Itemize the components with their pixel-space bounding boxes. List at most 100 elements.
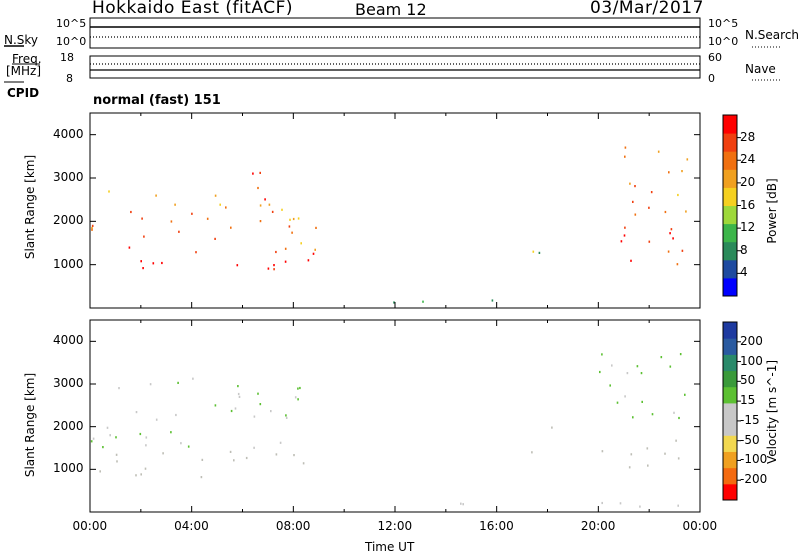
data-cell bbox=[230, 226, 232, 229]
data-cell bbox=[667, 250, 670, 253]
data-cell bbox=[225, 206, 227, 209]
data-cell bbox=[106, 426, 109, 429]
colorbar-frame bbox=[722, 321, 738, 501]
data-cell bbox=[91, 224, 94, 227]
freq-tick-high: 18 bbox=[60, 51, 74, 64]
data-cell bbox=[491, 299, 494, 302]
data-cell bbox=[648, 240, 651, 243]
data-cell bbox=[271, 210, 274, 213]
data-cell bbox=[620, 240, 623, 243]
noise-left-tick-high: 10^5 bbox=[56, 17, 87, 30]
data-cell bbox=[270, 410, 272, 413]
velocity-colorbar-label: Velocity [m s^-1] bbox=[765, 359, 779, 465]
data-cell bbox=[264, 198, 266, 201]
data-cell bbox=[115, 436, 117, 439]
data-cell bbox=[634, 213, 637, 216]
data-cell bbox=[532, 250, 535, 253]
data-cell bbox=[293, 454, 295, 457]
data-cell bbox=[679, 353, 682, 356]
colorbar-tick-label: 16 bbox=[740, 197, 756, 212]
colorbar-tick-label: 4 bbox=[740, 265, 748, 280]
colorbar-tick-label: 15 bbox=[740, 393, 756, 408]
data-cell bbox=[629, 182, 631, 185]
colorbar-segment bbox=[723, 386, 737, 404]
data-cell bbox=[144, 467, 147, 470]
panel-frame-0 bbox=[89, 112, 701, 309]
data-cell bbox=[180, 442, 182, 445]
data-cell bbox=[551, 426, 553, 429]
y-tick-label: 2000 bbox=[53, 418, 84, 433]
data-cell bbox=[192, 377, 194, 380]
data-cell bbox=[624, 395, 626, 398]
data-cell bbox=[315, 226, 317, 229]
data-cell bbox=[624, 146, 627, 149]
colorbar-tick-label: 50 bbox=[740, 373, 756, 388]
data-cell bbox=[233, 459, 235, 462]
data-cell bbox=[201, 458, 204, 461]
colorbar-segment bbox=[723, 205, 737, 225]
data-cell bbox=[118, 387, 120, 390]
data-cell bbox=[673, 411, 675, 414]
data-cell bbox=[462, 503, 464, 506]
data-cell bbox=[302, 462, 305, 465]
noise-sky-label: N.Sky bbox=[4, 33, 39, 47]
panel-frame-1 bbox=[89, 319, 701, 513]
x-tick-label: 04:00 bbox=[174, 519, 209, 533]
data-cell bbox=[109, 434, 111, 437]
data-cell bbox=[639, 505, 641, 508]
data-cell bbox=[170, 431, 172, 434]
data-cell bbox=[162, 452, 164, 455]
colorbar-tick-label: 100 bbox=[740, 353, 763, 368]
data-cell bbox=[245, 456, 248, 460]
data-cell bbox=[214, 404, 217, 407]
data-cell bbox=[611, 364, 613, 367]
data-cell bbox=[681, 170, 683, 173]
data-cell bbox=[139, 432, 142, 436]
data-cell bbox=[275, 453, 278, 456]
colorbar-segment bbox=[723, 187, 737, 206]
data-cell bbox=[668, 171, 670, 174]
data-cell bbox=[609, 384, 611, 387]
noise-right-tick-high: 10^5 bbox=[708, 17, 739, 30]
data-cell bbox=[145, 436, 148, 439]
data-cell bbox=[108, 190, 110, 193]
colorbar-tick-label: -200 bbox=[740, 472, 768, 487]
colorbar-tick-label: 28 bbox=[740, 129, 756, 144]
data-cell bbox=[236, 264, 239, 267]
colorbar-segment bbox=[723, 483, 737, 501]
data-cell bbox=[91, 226, 93, 230]
data-cell bbox=[630, 259, 632, 262]
velocity-colorbar bbox=[722, 321, 741, 501]
x-tick-label: 16:00 bbox=[479, 519, 514, 533]
data-cell bbox=[676, 263, 679, 266]
velocity-y-axis-label: Slant Range [km] bbox=[23, 372, 37, 478]
data-cell bbox=[91, 228, 93, 231]
colorbar-tick-label: 20 bbox=[740, 174, 756, 189]
data-cell bbox=[669, 365, 672, 368]
data-cell bbox=[140, 473, 142, 476]
power-colorbar-label: Power [dB] bbox=[765, 178, 779, 244]
data-cell bbox=[297, 398, 299, 401]
data-cell bbox=[677, 504, 679, 507]
colorbar-segment bbox=[723, 133, 737, 152]
x-tick-label: 00:00 bbox=[72, 519, 108, 533]
data-cell bbox=[624, 226, 626, 229]
colorbar-tick-label: -50 bbox=[740, 432, 760, 447]
power-y-axis-label: Slant Range [km] bbox=[23, 154, 37, 260]
data-cell bbox=[191, 212, 193, 215]
data-cell bbox=[155, 418, 158, 421]
x-tick-label: 12:00 bbox=[377, 519, 413, 533]
data-cell bbox=[237, 385, 239, 388]
y-tick-label: 4000 bbox=[53, 333, 84, 348]
colorbar-segment bbox=[723, 451, 737, 469]
noise-left-tick-low: 10^0 bbox=[56, 35, 87, 48]
colorbar-segment bbox=[723, 169, 737, 188]
colorbar-segment bbox=[723, 370, 737, 388]
data-cell bbox=[312, 252, 315, 255]
y-tick-label: 1000 bbox=[53, 461, 84, 476]
freq-tick-low: 8 bbox=[66, 72, 73, 85]
data-cell bbox=[634, 185, 636, 188]
data-cell bbox=[297, 217, 300, 220]
data-cell bbox=[632, 200, 634, 203]
x-axis-label: Time UT bbox=[365, 540, 415, 554]
